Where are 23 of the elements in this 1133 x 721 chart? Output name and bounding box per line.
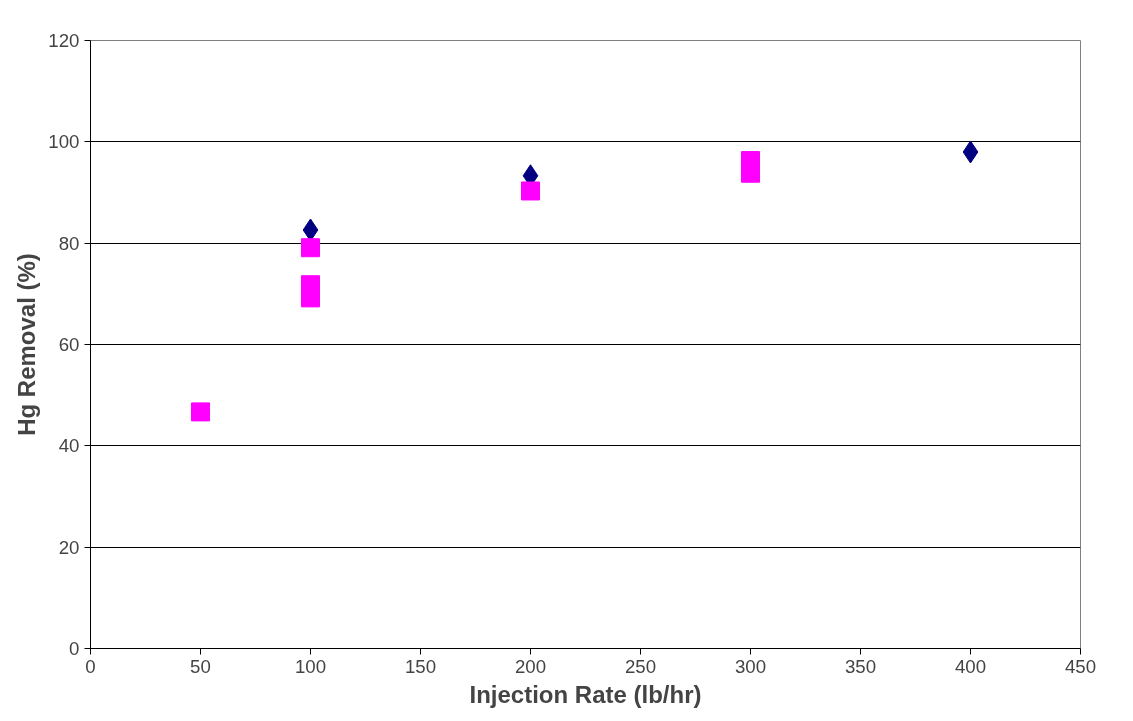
x-tick-label: 250	[624, 655, 657, 677]
point	[962, 140, 979, 164]
y-tick-label: 80	[58, 232, 80, 254]
point	[301, 238, 320, 258]
x-tick-label: 0	[85, 655, 96, 677]
y-tick-label: 100	[48, 131, 80, 153]
x-tick-label: 450	[1064, 655, 1097, 677]
y-tick-label: 20	[58, 536, 80, 558]
x-tick-label: 300	[734, 655, 767, 677]
x-tick-label: 350	[844, 655, 877, 677]
x-tick-label: 50	[190, 655, 211, 677]
point	[521, 181, 540, 201]
y-tick-label: 40	[58, 435, 80, 457]
x-tick-label: 200	[514, 655, 547, 677]
y-axis-title: Hg Removal (%)	[13, 253, 41, 436]
x-tick-label: 100	[294, 655, 327, 677]
x-axis-title: Injection Rate (lb/hr)	[469, 680, 702, 708]
y-tick-label: 60	[58, 334, 80, 355]
x-tick-label: 150	[404, 655, 437, 677]
y-tick-label: 120	[48, 30, 80, 51]
point	[191, 402, 210, 422]
y-tick-label: 0	[69, 638, 80, 659]
x-tick-label: 400	[954, 655, 987, 677]
